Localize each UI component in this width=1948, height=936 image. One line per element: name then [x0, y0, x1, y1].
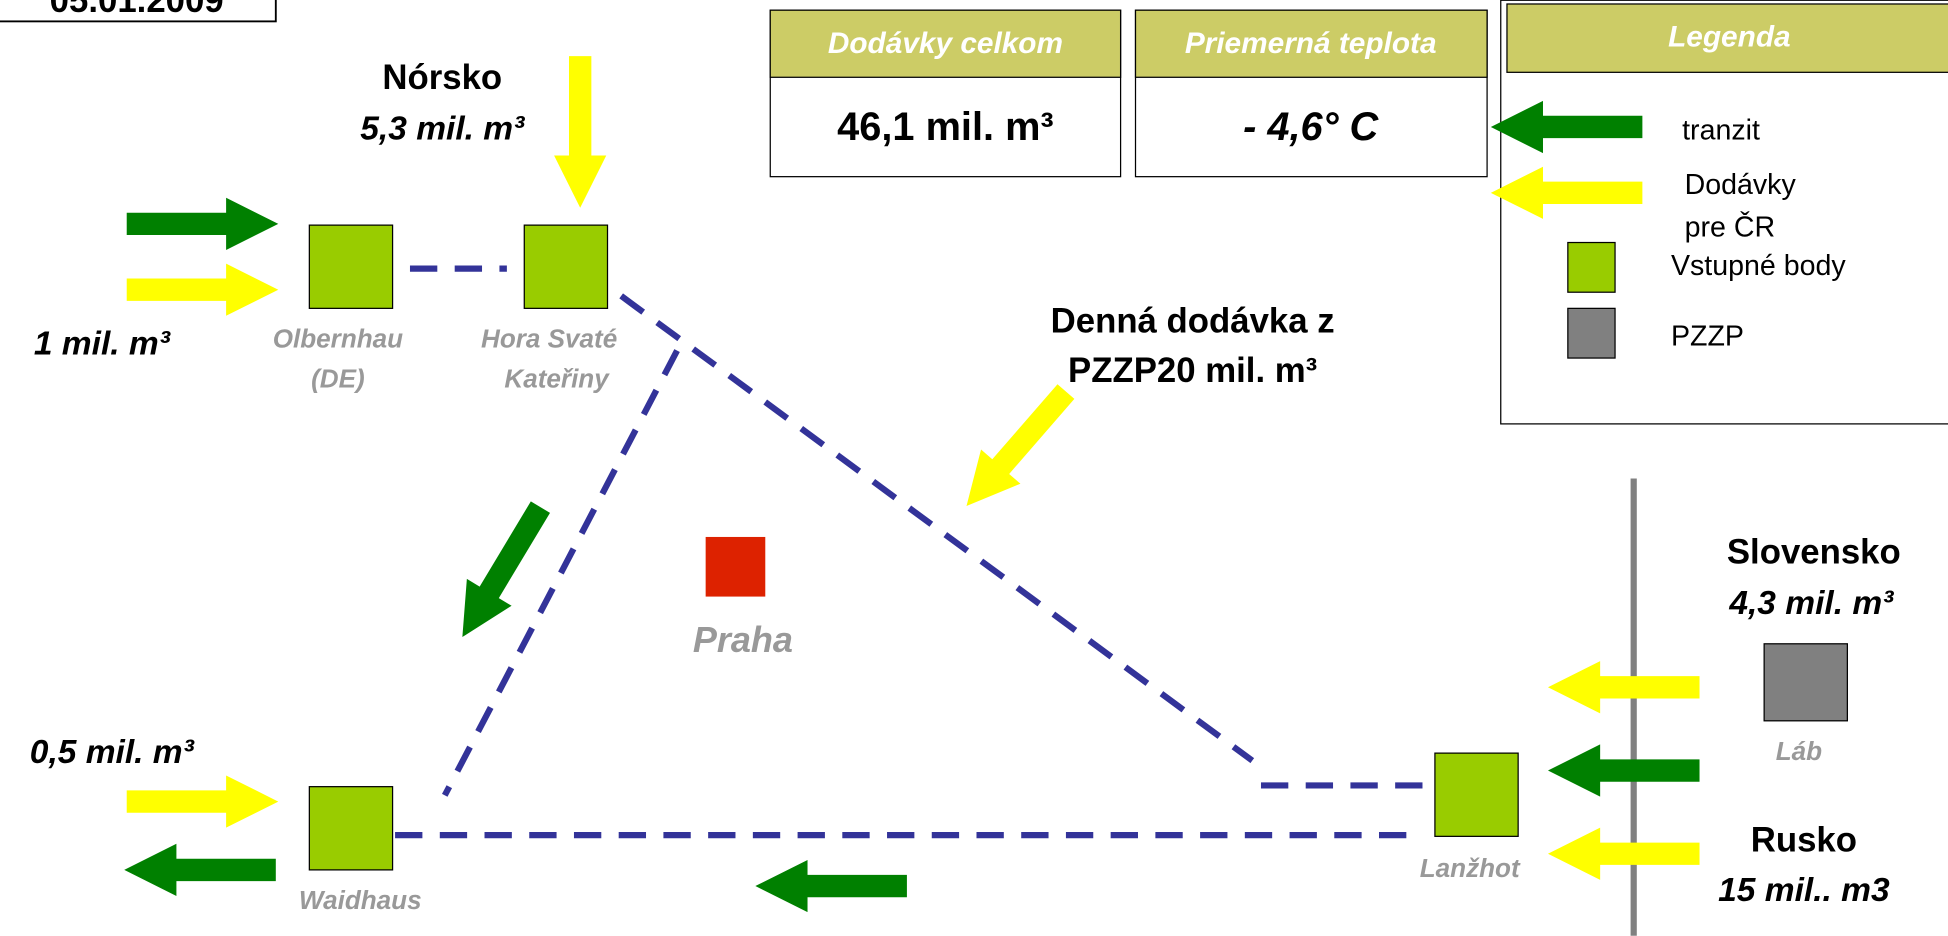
date-box	[0, 0, 277, 23]
info-box	[769, 9, 1122, 178]
legend-item: tranzit	[1682, 114, 1760, 146]
flow-label: Nórsko	[382, 59, 502, 97]
flow-label: 0,5 mil. m³	[30, 734, 195, 771]
node-label: Láb	[1776, 736, 1822, 766]
node-label: Praha	[693, 619, 793, 660]
node-label: Lanžhot	[1420, 853, 1521, 883]
legend-item: PZZP	[1671, 321, 1744, 353]
node-label: (DE)	[311, 363, 365, 393]
flow-label: 5,3 mil. m³	[360, 111, 525, 148]
nodes	[308, 224, 1848, 871]
box-header: Dodávky celkom	[828, 27, 1063, 60]
box-header: Priemerná teplota	[1185, 27, 1437, 60]
flow-label: Denná dodávka z	[1051, 302, 1335, 340]
node-label: Hora Svaté	[481, 324, 617, 354]
flow-label: 15 mil.. m3	[1718, 872, 1890, 909]
legend	[1490, 0, 1948, 425]
flow-label: Rusko	[1751, 822, 1857, 860]
node-label: Olbernhau	[273, 324, 403, 354]
node-label: Kateřiny	[504, 363, 610, 393]
flow-label: 1 mil. m³	[34, 325, 171, 362]
box-value: - 4,6° C	[1243, 105, 1379, 149]
pipelines	[395, 265, 1423, 839]
node-label: Waidhaus	[299, 885, 422, 915]
legend-item: pre ČR	[1685, 209, 1775, 243]
flow-label: Slovensko	[1727, 534, 1901, 572]
legend-item: Vstupné body	[1671, 250, 1846, 282]
flow-label: 4,3 mil. m³	[1728, 585, 1894, 622]
box-value: 46,1 mil. m³	[837, 105, 1054, 149]
legend-title: Legenda	[1668, 21, 1791, 54]
legend-item: Dodávky	[1685, 169, 1797, 201]
flow-label: PZZP20 mil. m³	[1068, 352, 1317, 390]
info-box	[1134, 9, 1488, 178]
date: 05.01.2009	[50, 0, 224, 20]
